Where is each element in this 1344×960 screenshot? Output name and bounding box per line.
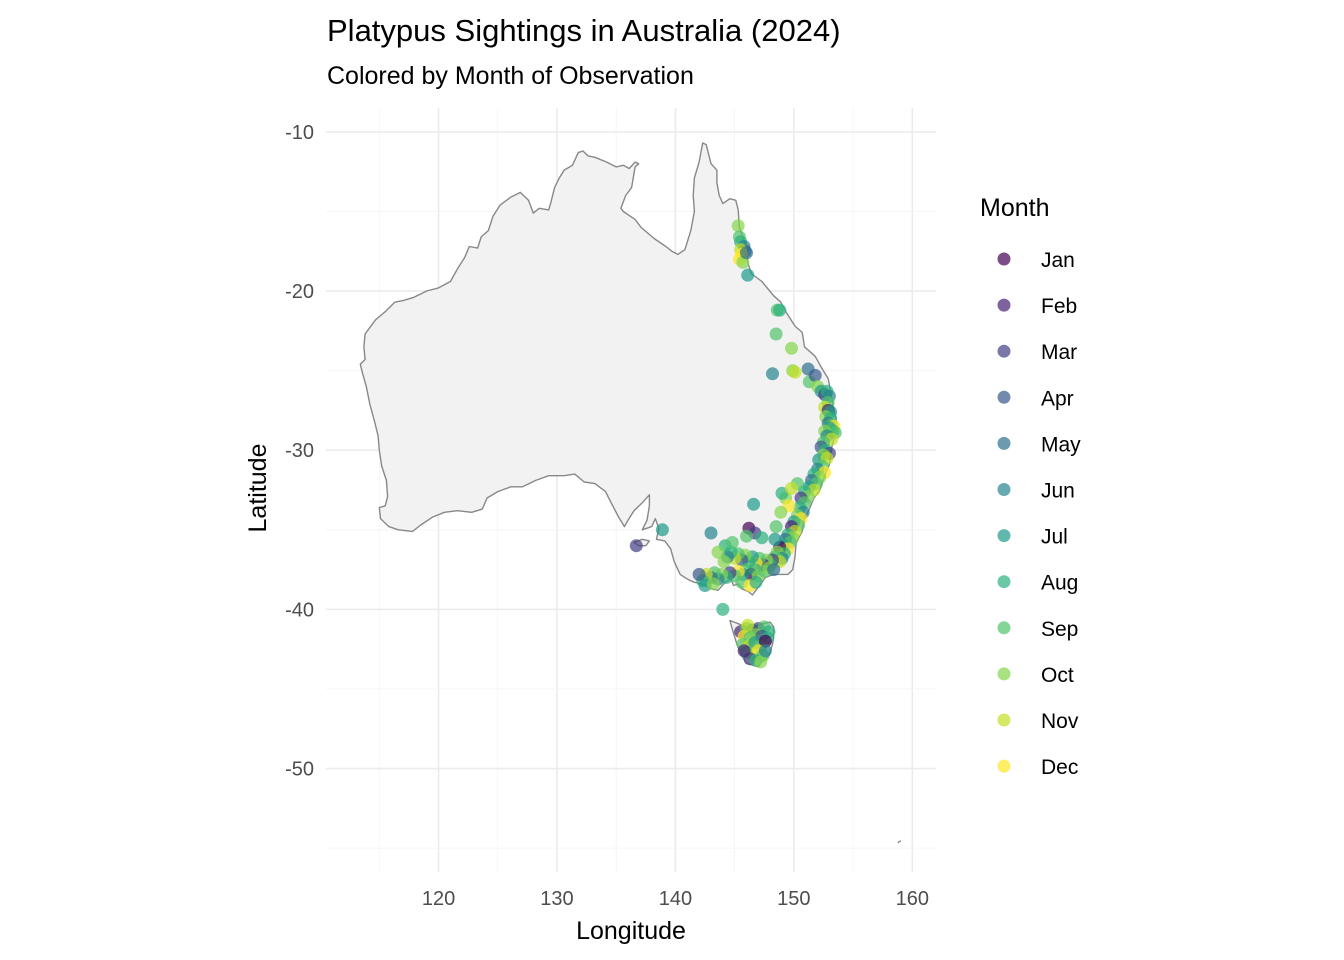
sighting-point xyxy=(740,246,753,260)
legend-key xyxy=(997,575,1011,589)
sighting-point xyxy=(740,529,753,543)
sighting-point xyxy=(755,531,769,545)
legend-key xyxy=(997,252,1011,266)
sighting-points xyxy=(629,219,842,669)
legend-label: Mar xyxy=(1041,341,1077,364)
legend-label: Jul xyxy=(1041,526,1068,549)
sighting-point xyxy=(725,536,739,549)
sighting-point xyxy=(655,523,669,537)
x-axis-title: Longitude xyxy=(576,917,686,945)
sighting-point xyxy=(749,575,763,589)
y-tick-label: -40 xyxy=(285,599,314,621)
sighting-point xyxy=(717,555,731,569)
sighting-point xyxy=(716,602,730,616)
sighting-point xyxy=(704,526,718,540)
sighting-point xyxy=(768,532,782,546)
sighting-point xyxy=(808,368,822,382)
legend-key xyxy=(997,483,1011,496)
sighting-point xyxy=(692,567,706,581)
legend-key xyxy=(997,621,1011,635)
legend-key xyxy=(997,390,1011,404)
sighting-point xyxy=(758,634,772,648)
legend-key xyxy=(997,667,1011,681)
legend-label: Jun xyxy=(1041,480,1075,503)
legend-label: Sep xyxy=(1041,618,1078,641)
legend: Month Jan Feb Mar Apr May Jun Jul Aug Sep Oct Nov D… xyxy=(980,194,1081,779)
legend-key xyxy=(997,759,1011,773)
sighting-point xyxy=(788,365,802,379)
sighting-point xyxy=(758,644,772,658)
legend-key xyxy=(997,344,1011,358)
island-speck xyxy=(897,840,902,844)
sighting-point xyxy=(747,497,761,511)
legend-title: Month xyxy=(980,194,1049,222)
sighting-point xyxy=(766,367,779,381)
legend-key xyxy=(997,713,1011,727)
x-tick-label: 140 xyxy=(659,888,692,910)
sighting-point xyxy=(706,577,720,591)
sighting-point xyxy=(741,268,755,282)
y-axis-ticks: -10 -20 -30 -40 -50 xyxy=(285,122,314,781)
sighting-point xyxy=(737,644,751,658)
sighting-point xyxy=(769,327,783,341)
legend-label: May xyxy=(1041,433,1081,456)
legend-label: Oct xyxy=(1041,664,1074,687)
legend-label: Apr xyxy=(1041,387,1074,410)
y-axis-title: Latitude xyxy=(244,444,272,533)
x-axis-ticks: 120 130 140 150 160 xyxy=(422,888,929,910)
legend-label: Jan xyxy=(1041,249,1075,272)
sighting-point xyxy=(769,520,783,534)
legend-key xyxy=(997,529,1011,543)
sighting-point xyxy=(785,341,798,355)
sighting-point xyxy=(731,219,745,233)
y-tick-label: -50 xyxy=(285,759,314,781)
sighting-point xyxy=(741,618,755,632)
legend-label: Aug xyxy=(1041,572,1078,595)
x-tick-label: 130 xyxy=(540,888,573,910)
mainland-outline xyxy=(359,142,838,596)
sighting-point xyxy=(629,539,643,553)
x-tick-label: 120 xyxy=(422,888,455,910)
y-tick-label: -30 xyxy=(285,440,314,462)
legend-label: Dec xyxy=(1041,756,1078,779)
x-tick-label: 150 xyxy=(777,888,810,910)
y-tick-label: -10 xyxy=(285,122,314,144)
y-tick-label: -20 xyxy=(285,281,314,303)
legend-key xyxy=(997,436,1011,450)
legend-key xyxy=(997,298,1011,312)
sighting-point xyxy=(767,563,781,577)
chart-subtitle: Colored by Month of Observation xyxy=(327,62,694,90)
sighting-point xyxy=(774,505,788,519)
x-tick-label: 160 xyxy=(896,888,929,910)
sighting-point xyxy=(711,545,725,559)
sighting-point xyxy=(754,655,768,669)
legend-label: Nov xyxy=(1041,710,1079,733)
sighting-point xyxy=(785,481,798,495)
sighting-point xyxy=(773,303,787,317)
chart-title: Platypus Sightings in Australia (2024) xyxy=(327,13,841,48)
legend-label: Feb xyxy=(1041,295,1077,318)
